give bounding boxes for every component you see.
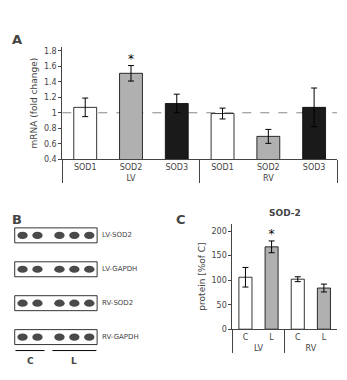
svg-text:0.4: 0.4	[44, 155, 57, 164]
svg-text:A: A	[12, 32, 22, 47]
svg-text:1.4: 1.4	[44, 78, 57, 87]
svg-text:*: *	[128, 52, 134, 66]
svg-text:100: 100	[211, 276, 226, 285]
svg-text:1.2: 1.2	[44, 93, 57, 102]
svg-text:protein [%of C]: protein [%of C]	[197, 242, 207, 310]
svg-text:SOD1: SOD1	[74, 163, 97, 172]
svg-text:L: L	[269, 333, 274, 342]
svg-text:C: C	[295, 333, 301, 342]
svg-text:1.6: 1.6	[44, 62, 57, 71]
svg-text:LV: LV	[254, 344, 264, 353]
svg-text:RV: RV	[306, 344, 317, 353]
svg-text:SOD3: SOD3	[165, 163, 188, 172]
svg-text:200: 200	[211, 227, 226, 236]
svg-text:0.6: 0.6	[44, 140, 57, 149]
svg-text:0: 0	[222, 325, 227, 334]
svg-text:LV-SOD2: LV-SOD2	[102, 231, 132, 239]
svg-text:150: 150	[211, 251, 226, 260]
svg-text:1.8: 1.8	[44, 47, 57, 56]
svg-text:RV-SOD2: RV-SOD2	[102, 299, 133, 307]
svg-text:C: C	[176, 212, 186, 227]
svg-text:0.8: 0.8	[44, 124, 57, 133]
svg-text:SOD-2: SOD-2	[269, 208, 301, 218]
svg-text:*: *	[269, 227, 275, 241]
svg-text:L: L	[71, 356, 77, 366]
svg-text:B: B	[12, 212, 22, 227]
svg-text:SOD2: SOD2	[120, 163, 143, 172]
svg-text:L: L	[322, 333, 327, 342]
svg-text:mRNA (fold change): mRNA (fold change)	[29, 58, 39, 149]
svg-text:C: C	[27, 356, 34, 366]
svg-text:SOD2: SOD2	[257, 163, 280, 172]
svg-text:50: 50	[217, 300, 227, 309]
svg-text:SOD3: SOD3	[303, 163, 326, 172]
svg-text:SOD1: SOD1	[211, 163, 234, 172]
svg-text:LV-GAPDH: LV-GAPDH	[102, 265, 137, 273]
svg-text:RV: RV	[263, 174, 274, 183]
svg-text:C: C	[243, 333, 249, 342]
svg-text:LV: LV	[126, 174, 136, 183]
svg-text:1: 1	[52, 109, 57, 118]
svg-text:RV-GAPDH: RV-GAPDH	[102, 333, 139, 341]
